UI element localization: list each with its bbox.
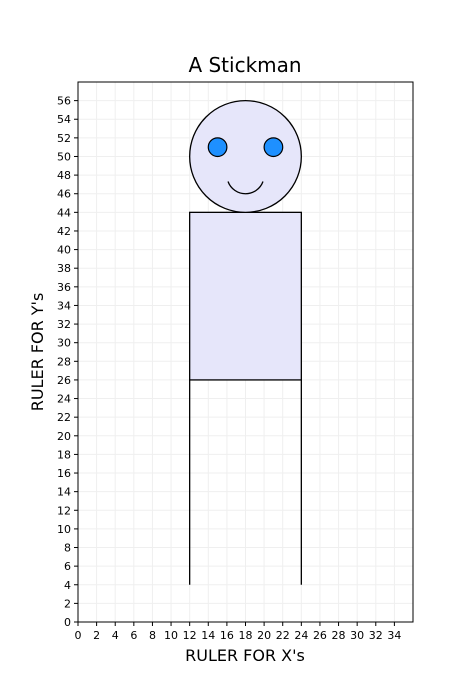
x-tick-label: 34 <box>387 629 401 642</box>
axis-ticks: 0 2 4 6 8 10 12 14 16 18 20 22 24 26 28 30 32 34024681012… <box>57 95 401 642</box>
head-circle <box>189 99 302 213</box>
y-tick-label: 6 <box>64 560 71 573</box>
y-tick-label: 28 <box>57 355 71 368</box>
y-tick-label: 8 <box>64 542 71 555</box>
y-tick-label: 26 <box>57 374 71 387</box>
x-tick-label: 2 <box>93 629 100 642</box>
y-tick-label: 16 <box>57 467 71 480</box>
y-tick-label: 42 <box>57 225 71 238</box>
x-tick-label: 28 <box>332 629 346 642</box>
y-tick-label: 44 <box>57 206 71 219</box>
y-axis-label: RULER FOR Y's <box>28 293 47 412</box>
y-tick-label: 10 <box>57 523 71 536</box>
x-tick-label: 0 <box>75 629 82 642</box>
y-tick-label: 48 <box>57 169 71 182</box>
x-tick-label: 22 <box>276 629 290 642</box>
y-tick-label: 54 <box>57 113 71 126</box>
y-tick-label: 24 <box>57 393 71 406</box>
left-eye <box>207 137 228 158</box>
x-tick-label: 12 <box>183 629 197 642</box>
right-eye <box>263 137 284 158</box>
y-tick-label: 50 <box>57 150 71 163</box>
y-tick-label: 38 <box>57 262 71 275</box>
x-tick-label: 26 <box>313 629 327 642</box>
x-tick-label: 30 <box>350 629 364 642</box>
y-tick-label: 52 <box>57 132 71 145</box>
x-tick-label: 18 <box>239 629 253 642</box>
y-tick-label: 4 <box>64 579 71 592</box>
stickman <box>189 99 302 585</box>
y-tick-label: 0 <box>64 616 71 629</box>
x-tick-label: 6 <box>130 629 137 642</box>
y-tick-label: 20 <box>57 430 71 443</box>
x-tick-label: 14 <box>201 629 215 642</box>
y-tick-label: 14 <box>57 486 71 499</box>
x-tick-label: 4 <box>112 629 119 642</box>
y-tick-label: 46 <box>57 188 71 201</box>
y-tick-label: 36 <box>57 281 71 294</box>
x-tick-label: 16 <box>220 629 234 642</box>
x-tick-label: 24 <box>294 629 308 642</box>
x-tick-label: 20 <box>257 629 271 642</box>
y-tick-label: 18 <box>57 448 71 461</box>
x-axis-label: RULER FOR X's <box>185 646 305 665</box>
y-tick-label: 2 <box>64 597 71 610</box>
x-tick-label: 8 <box>149 629 156 642</box>
y-tick-label: 34 <box>57 299 71 312</box>
mouth-arc <box>227 181 264 195</box>
x-tick-label: 32 <box>369 629 383 642</box>
y-tick-label: 32 <box>57 318 71 331</box>
y-tick-label: 30 <box>57 337 71 350</box>
y-tick-label: 40 <box>57 244 71 257</box>
chart-title: A Stickman <box>188 53 301 77</box>
y-tick-label: 22 <box>57 411 71 424</box>
body-rectangle <box>189 211 302 381</box>
y-tick-label: 56 <box>57 95 71 108</box>
y-tick-label: 12 <box>57 504 71 517</box>
x-tick-label: 10 <box>164 629 178 642</box>
